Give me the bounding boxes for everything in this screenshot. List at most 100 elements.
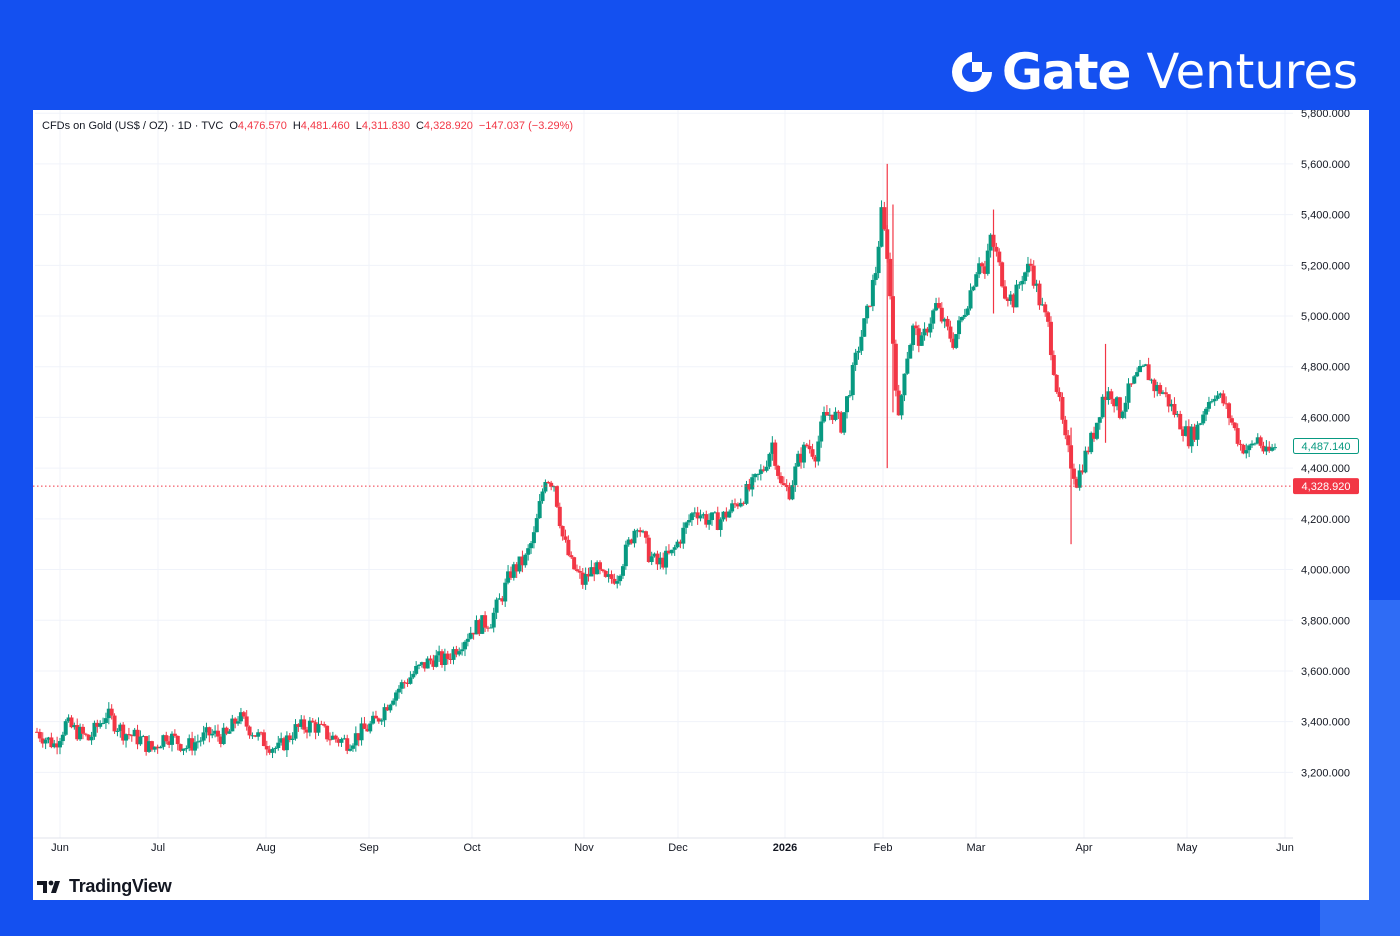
candle-body — [623, 544, 628, 567]
symbol-legend: CFDs on Gold (US$ / OZ) · 1D · TVC O4,476… — [42, 120, 573, 132]
candle-body — [517, 556, 522, 572]
candle-body — [847, 395, 852, 397]
candle-body — [856, 350, 861, 353]
candle-body — [804, 444, 809, 447]
candle-body — [210, 733, 215, 736]
candle-body — [1229, 418, 1234, 423]
candle-body — [810, 449, 815, 457]
x-tick-label: 2026 — [773, 842, 797, 854]
candle-body — [385, 707, 390, 711]
brand-name-light: Ventures — [1146, 44, 1358, 100]
candle-body — [287, 735, 292, 741]
candle-body — [49, 737, 54, 748]
candle-body — [437, 651, 442, 656]
candle-body — [529, 543, 534, 549]
candle-body — [672, 547, 677, 550]
candle-body — [1017, 284, 1022, 286]
candle-body — [1192, 426, 1197, 440]
candle-body — [480, 615, 485, 634]
candle-body — [655, 553, 660, 565]
price-chart[interactable]: 3,200.000 3,400.000 3,600.000 3,800.000 4,00… — [33, 110, 1369, 900]
candle-body — [284, 735, 289, 751]
candle-body — [359, 723, 364, 741]
candle-body — [316, 723, 321, 733]
candle-body — [147, 741, 152, 752]
candle-body — [1011, 294, 1016, 308]
candle-body — [178, 744, 183, 751]
candle-body — [1143, 364, 1148, 366]
candle-body — [911, 325, 916, 346]
candle-body — [353, 733, 358, 746]
candle-body — [1002, 286, 1007, 299]
candle-body — [282, 738, 287, 751]
candle-body — [485, 627, 490, 629]
candle-body — [1074, 478, 1079, 488]
candle-body — [1206, 402, 1211, 409]
candle-body — [744, 484, 749, 504]
candle-body — [689, 513, 694, 521]
candle-body — [1247, 445, 1252, 451]
candle-body — [233, 718, 238, 724]
candle-body — [859, 336, 864, 351]
candle-body — [977, 263, 982, 275]
candle-body — [1023, 272, 1028, 281]
candle-body — [839, 412, 844, 433]
candle-body — [1037, 283, 1042, 306]
candle-body — [664, 550, 669, 568]
x-tick-label: Oct — [463, 842, 480, 854]
candle-body — [600, 569, 605, 571]
candle-body — [675, 541, 680, 548]
candle-body — [988, 234, 993, 251]
candle-body — [270, 748, 275, 753]
candle-body — [1071, 468, 1076, 479]
candle-body — [1014, 284, 1019, 308]
candle-body — [1250, 443, 1255, 446]
candle-body — [632, 530, 637, 544]
candle-body — [69, 717, 74, 728]
candle-body — [873, 273, 878, 280]
candle-body — [718, 519, 723, 530]
candle-body — [167, 741, 172, 745]
candle-body — [1080, 470, 1085, 473]
candle-body — [477, 620, 482, 634]
candle-body — [942, 318, 947, 322]
x-tick-label: Nov — [574, 842, 594, 854]
tradingview-attribution[interactable]: TradingView — [37, 876, 172, 897]
candle-body — [112, 715, 117, 732]
candle-body — [132, 729, 137, 737]
candle-body — [1209, 401, 1214, 403]
candle-body — [1244, 450, 1249, 454]
candle-body — [348, 748, 353, 751]
candle-body — [109, 708, 114, 716]
candle-body — [830, 414, 835, 420]
candle-body — [204, 727, 209, 733]
candle-body — [448, 658, 453, 660]
candle-body — [761, 469, 766, 471]
candle-body — [207, 727, 212, 736]
candle-body — [595, 562, 600, 575]
candle-body — [724, 511, 729, 518]
candle-body — [227, 731, 232, 734]
candle-body — [1089, 432, 1094, 453]
low-value: 4,311.830 — [361, 120, 410, 132]
candle-body — [753, 474, 758, 478]
candle-body — [629, 539, 634, 544]
candle-body — [1020, 280, 1025, 285]
candle-body — [554, 486, 559, 507]
candle-body — [916, 328, 921, 346]
candle-body — [462, 641, 467, 650]
candle-body — [1083, 450, 1088, 473]
candle-body — [75, 725, 80, 740]
candle-body — [1025, 263, 1030, 273]
candle-body — [273, 747, 278, 749]
candle-body — [483, 615, 488, 628]
candle-body — [994, 246, 999, 252]
candle-body — [1204, 408, 1209, 415]
candle-body — [985, 250, 990, 274]
candle-body — [1109, 391, 1114, 399]
candle-body — [373, 715, 378, 719]
candle-body — [1086, 450, 1091, 453]
candle-body — [1198, 423, 1203, 425]
candle-body — [135, 729, 140, 745]
candle-body — [267, 749, 272, 753]
